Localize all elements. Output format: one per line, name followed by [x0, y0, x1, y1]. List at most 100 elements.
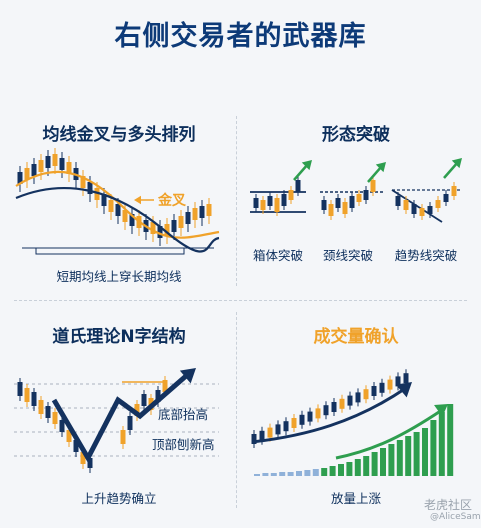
golden-cross-label: 金叉 [157, 192, 187, 209]
trendline-line [391, 189, 443, 223]
volume-bar-9 [329, 466, 336, 476]
trendline-candle-2-body [411, 204, 417, 214]
golden-candle-26-body [199, 206, 205, 218]
panel-title-dow-theory: 道氏理论N字结构 [52, 327, 186, 347]
golden-candle-23-body [178, 216, 184, 228]
dow-candle-16-body [155, 390, 161, 402]
golden-candle-6-body [59, 158, 65, 170]
volume-bar-5 [296, 471, 302, 476]
golden-candle-16-body [129, 214, 135, 226]
volume-price-candle-15-body [371, 386, 377, 396]
box-arrow-shaft [293, 163, 309, 181]
volume-price-candle-4-body [283, 421, 289, 432]
volume-trend-line [335, 408, 443, 460]
volume-bar-18 [405, 436, 412, 476]
box-candle-2-body [267, 196, 273, 206]
neckline-candle-5-body [356, 194, 362, 202]
trendline-candle-0-body [395, 196, 401, 206]
divider-vertical-top [236, 116, 237, 286]
volume-bar-16 [388, 444, 395, 476]
cross-pointer-arrow [134, 195, 141, 205]
golden-candle-20-body [157, 226, 163, 238]
caption-box-breakout: 箱体突破 [252, 248, 303, 263]
neckline-candle-0-body [321, 200, 327, 210]
panel-title-golden-cross: 均线金叉与多头排列 [42, 125, 196, 145]
short-ma-line [15, 170, 220, 239]
golden-candle-5-body [52, 154, 58, 166]
neckline-candle-7-body [370, 180, 376, 192]
dow-candle-13-body [134, 404, 140, 416]
n-structure-arrow [179, 368, 196, 384]
volume-price-candle-0-body [251, 434, 257, 444]
volume-price-candle-1-body [259, 430, 265, 441]
panel-title-pattern-breakout: 形态突破 [322, 125, 390, 145]
dow-candle-2-body [31, 392, 37, 406]
trendline-candle-4-body [427, 206, 433, 214]
volume-bar-11 [346, 462, 353, 476]
volume-price-candle-3-body [275, 424, 281, 435]
golden-candle-13-body [108, 200, 114, 212]
volume-bar-13 [363, 456, 370, 476]
neckline-arrow-shaft [367, 165, 383, 183]
volume-bar-2 [270, 473, 277, 476]
volume-price-candle-14-body [363, 389, 369, 400]
label-new-high: 顶部刨新高 [152, 437, 215, 452]
golden-candle-27-body [206, 204, 212, 216]
trendline-candle-3-body [419, 208, 425, 216]
volume-price-candle-7-body [307, 411, 313, 422]
volume-bar-17 [396, 440, 403, 476]
uptrend-arrow [395, 382, 412, 398]
golden-candle-21-body [164, 224, 170, 236]
label-higher-low: 底部抬高 [158, 407, 209, 422]
dow-candle-8-body [73, 440, 79, 452]
caption-neckline-breakout: 颈线突破 [322, 248, 373, 263]
volume-confirmation-chart [251, 369, 454, 476]
box-candle-6-body [295, 180, 301, 192]
volume-price-candle-12-body [347, 395, 353, 406]
golden-candle-22-body [171, 220, 177, 232]
divider-vertical-bottom [236, 312, 237, 508]
volume-bar-22 [438, 412, 445, 476]
golden-bracket [35, 248, 185, 255]
golden-cross-chart: 金叉 [15, 148, 220, 255]
volume-bar-3 [279, 472, 286, 476]
watermark-brand: 老虎社区 [424, 498, 473, 512]
volume-price-candle-8-body [315, 408, 321, 419]
dow-theory-chart [14, 368, 219, 473]
golden-candle-7-body [66, 162, 72, 174]
uptrend-line [251, 386, 407, 444]
golden-candle-9-body [80, 176, 86, 188]
n-structure-line [51, 374, 188, 464]
panel-title-volume: 成交量确认 [313, 327, 399, 347]
volume-price-candle-6-body [299, 414, 305, 425]
box-candle-3-body [274, 198, 280, 212]
volume-price-candle-18-body [395, 376, 401, 387]
golden-candle-4-body [45, 156, 51, 168]
dow-candle-6-body [59, 420, 65, 432]
golden-candle-19-body [150, 222, 156, 234]
golden-candle-24-body [185, 212, 191, 224]
volume-price-candle-13-body [355, 392, 361, 403]
volume-bar-21 [430, 420, 437, 476]
dow-candle-4-body [45, 406, 51, 418]
trendline-candle-5-body [435, 200, 441, 208]
volume-bar-0 [254, 474, 260, 476]
neckline-candle-6-body [363, 190, 369, 200]
long-ma-line [15, 187, 220, 253]
golden-candle-11-body [94, 188, 100, 200]
box-candle-5-body [288, 190, 294, 200]
neckline-arrow-head [375, 162, 386, 173]
volume-bar-8 [321, 468, 328, 476]
volume-price-candle-11-body [339, 398, 345, 409]
golden-candle-14-body [115, 204, 121, 216]
trendline-candle-6-body [443, 194, 449, 202]
volume-bar-7 [312, 469, 319, 476]
volume-bar-15 [380, 448, 386, 476]
volume-price-candle-10-body [331, 402, 337, 412]
volume-bar-1 [262, 473, 269, 476]
trendline-arrow-head [451, 158, 462, 169]
volume-price-candle-17-body [387, 379, 393, 390]
volume-price-candle-5-body [291, 418, 297, 428]
box-candle-1-body [260, 200, 266, 210]
caption-golden-cross: 短期均线上穿长期均线 [56, 269, 182, 284]
